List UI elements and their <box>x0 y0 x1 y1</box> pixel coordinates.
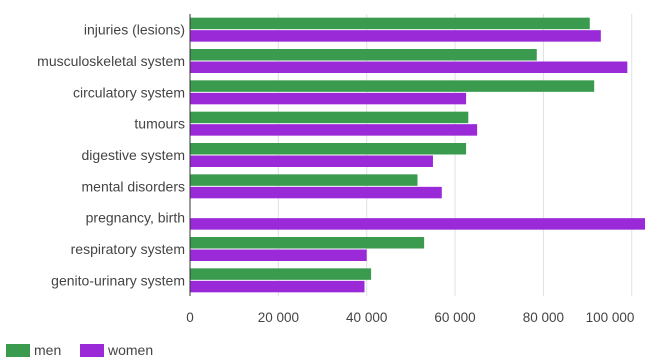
bar-men-tumours <box>190 111 469 124</box>
bar-men-digestive-system <box>190 143 467 155</box>
category-labels: injuries (lesions) musculoskeletal system… <box>37 22 185 289</box>
bar-women-digestive-system <box>190 155 433 167</box>
x-tick-label-5: 100 000 <box>586 310 635 325</box>
category-label-mental-disorders: mental disorders <box>82 178 186 194</box>
category-label-respiratory-system: respiratory system <box>71 241 185 257</box>
x-tick-label-4: 80 000 <box>523 310 564 325</box>
bar-men-genito-urinary-system <box>190 268 372 280</box>
legend-label-men: men <box>34 342 61 357</box>
bar-men-mental-disorders <box>190 174 418 186</box>
category-label-injuries-lesions: injuries (lesions) <box>84 22 185 38</box>
x-tick-label-1: 20 000 <box>258 310 299 325</box>
bar-men-injuries-lesions <box>190 17 590 30</box>
bar-women-mental-disorders <box>190 186 442 199</box>
bar-women-tumours <box>190 124 478 136</box>
bar-women-pregnancy-birth <box>190 218 645 230</box>
category-label-pregnancy-birth: pregnancy, birth <box>86 210 185 226</box>
bar-men-respiratory-system <box>190 237 425 249</box>
grid-lines <box>277 14 633 296</box>
bar-men-musculoskeletal-system <box>190 49 537 61</box>
bar-women-genito-urinary-system <box>190 280 365 293</box>
bar-men-circulatory-system <box>190 80 595 92</box>
category-label-musculoskeletal-system: musculoskeletal system <box>37 53 185 69</box>
x-tick-label-3: 60 000 <box>434 310 475 325</box>
x-axis-tick-labels: 0 20 000 40 000 60 000 80 000 100 000 <box>186 310 634 325</box>
category-label-digestive-system: digestive system <box>82 147 185 163</box>
bar-women-respiratory-system <box>190 249 367 261</box>
legend-swatch-men <box>6 344 30 357</box>
bar-women-circulatory-system <box>190 92 467 105</box>
x-tick-label-0: 0 <box>186 310 194 325</box>
bar-women-injuries-lesions <box>190 30 601 42</box>
category-label-circulatory-system: circulatory system <box>73 84 185 100</box>
legend-label-women: women <box>107 342 153 357</box>
bar-women-musculoskeletal-system <box>190 61 628 73</box>
legend-swatch-women <box>80 344 104 357</box>
x-tick-label-2: 40 000 <box>346 310 387 325</box>
category-label-genito-urinary-system: genito-urinary system <box>51 272 185 288</box>
category-label-tumours: tumours <box>134 116 185 132</box>
bars <box>190 17 645 293</box>
legend: men women <box>6 342 153 357</box>
